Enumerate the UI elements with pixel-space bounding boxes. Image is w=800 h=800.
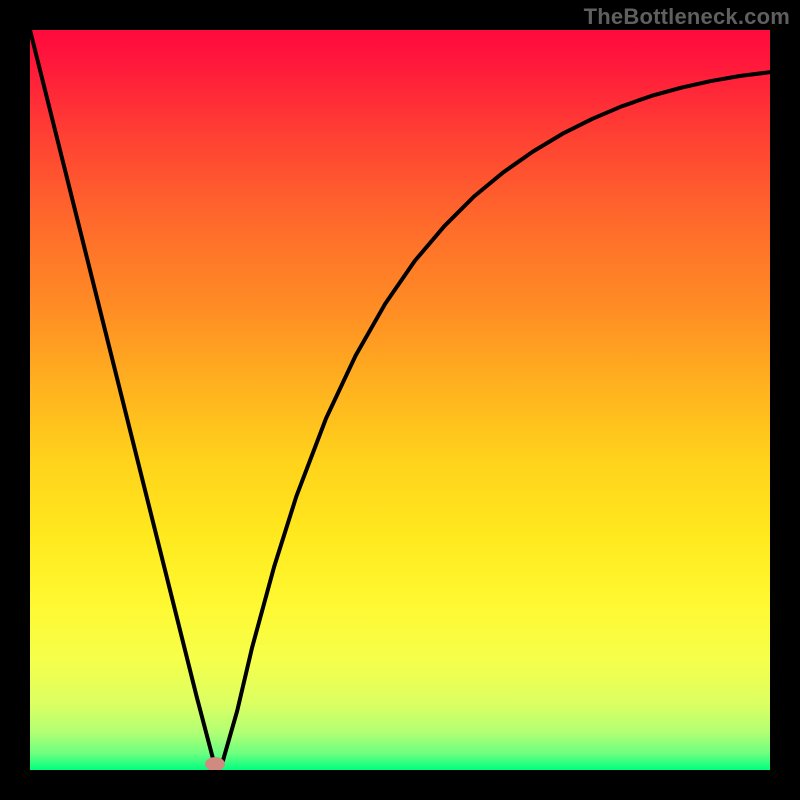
bottleneck-curve-chart [0, 0, 800, 800]
plot-background [30, 30, 770, 770]
watermark-text: TheBottleneck.com [584, 4, 790, 30]
chart-container: TheBottleneck.com [0, 0, 800, 800]
optimal-point-marker [205, 757, 225, 771]
